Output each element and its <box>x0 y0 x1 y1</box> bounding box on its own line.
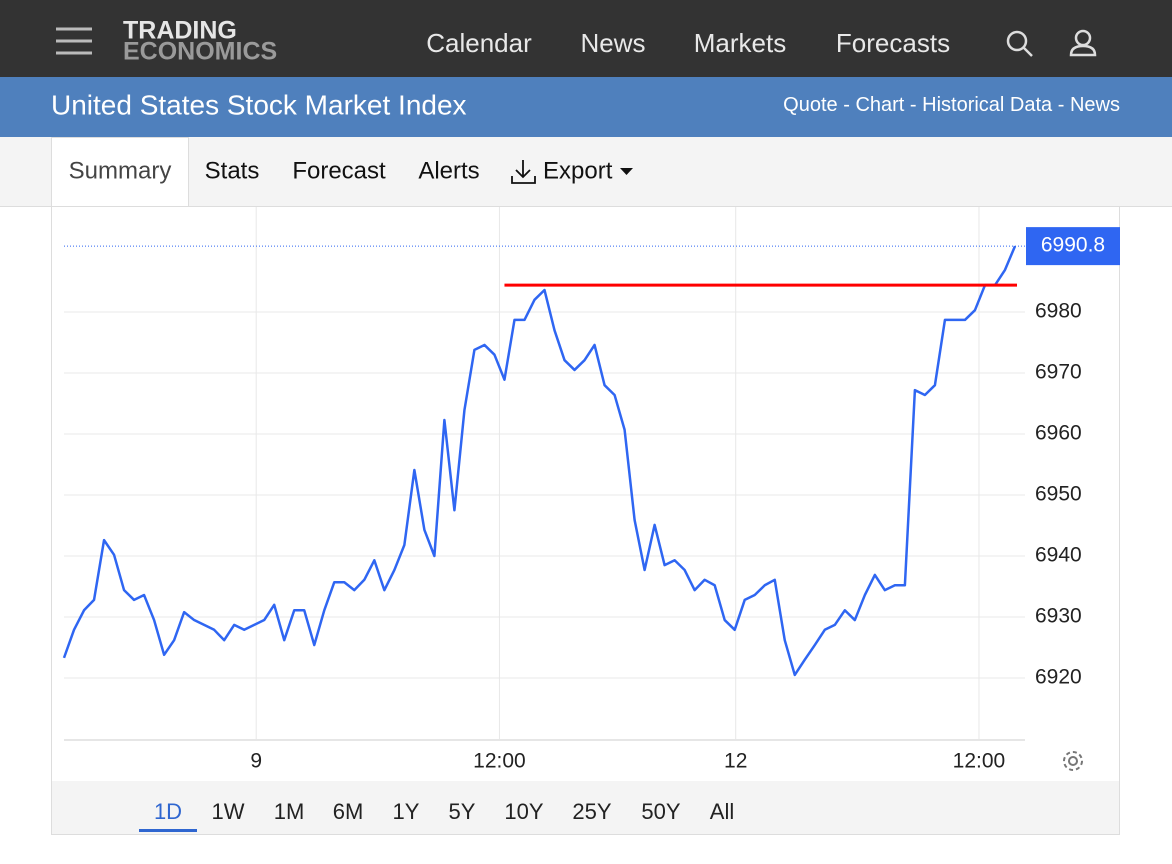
range-underline <box>139 829 197 832</box>
range-button[interactable]: 1W <box>212 799 245 824</box>
tab[interactable]: Export <box>543 157 613 184</box>
range-button[interactable]: 25Y <box>572 799 611 824</box>
nav-link[interactable]: Markets <box>694 28 786 58</box>
x-tick-label: 12:00 <box>953 750 1006 773</box>
range-button[interactable]: 1Y <box>393 799 420 824</box>
banner-link[interactable]: Chart <box>855 94 904 116</box>
y-tick-label: 6970 <box>1035 361 1082 384</box>
banner-link[interactable]: Quote <box>783 94 837 116</box>
banner-links: Quote - Chart - Historical Data - News <box>783 94 1120 116</box>
range-button[interactable]: 5Y <box>449 799 476 824</box>
settings-icon[interactable] <box>1063 751 1083 771</box>
logo-bottom[interactable]: ECONOMICS <box>123 38 277 66</box>
search-icon[interactable] <box>1006 30 1033 57</box>
tab[interactable]: Alerts <box>418 157 479 184</box>
link-separator: - <box>1058 94 1065 116</box>
page-title: United States Stock Market Index <box>51 89 467 120</box>
y-tick-label: 6920 <box>1035 666 1082 689</box>
y-tick-label: 6950 <box>1035 483 1082 506</box>
last-price-box <box>1026 227 1120 266</box>
banner <box>0 77 1172 137</box>
price-line <box>62 245 1017 677</box>
x-tick-label: 9 <box>250 750 262 773</box>
menu-icon[interactable] <box>56 27 92 55</box>
y-tick-label: 6980 <box>1035 300 1082 323</box>
chart-panel <box>51 206 1120 835</box>
y-tick-label: 6940 <box>1035 544 1082 567</box>
link-separator: - <box>843 94 850 116</box>
range-button[interactable]: 10Y <box>504 799 543 824</box>
top-bar <box>0 0 1172 77</box>
tab-bar <box>0 137 1172 207</box>
range-button[interactable]: 50Y <box>641 799 680 824</box>
link-separator: - <box>910 94 917 116</box>
last-price-label: 6990.8 <box>1041 234 1105 257</box>
nav-link[interactable]: Calendar <box>426 28 532 58</box>
range-button[interactable]: 6M <box>333 799 364 824</box>
range-bar <box>52 781 1119 834</box>
y-tick-label: 6960 <box>1035 422 1082 445</box>
x-tick-label: 12:00 <box>473 750 526 773</box>
banner-link[interactable]: News <box>1070 94 1120 116</box>
y-tick-label: 6930 <box>1035 605 1082 628</box>
active-tab <box>51 137 189 208</box>
x-tick-label: 12 <box>724 750 747 773</box>
tab[interactable]: Forecast <box>292 157 386 184</box>
logo-top[interactable]: TRADING <box>123 17 237 45</box>
range-button[interactable]: 1D <box>154 799 182 824</box>
banner-link[interactable]: Historical Data <box>922 94 1053 116</box>
export-icon[interactable] <box>511 160 536 184</box>
nav-link[interactable]: Forecasts <box>836 28 950 58</box>
nav-link[interactable]: News <box>580 28 645 58</box>
export-caret[interactable] <box>620 168 633 175</box>
tab[interactable]: Summary <box>69 157 172 184</box>
user-icon[interactable] <box>1069 29 1097 57</box>
tab[interactable]: Stats <box>205 157 260 184</box>
range-button[interactable]: 1M <box>274 799 305 824</box>
range-button[interactable]: All <box>710 799 734 824</box>
